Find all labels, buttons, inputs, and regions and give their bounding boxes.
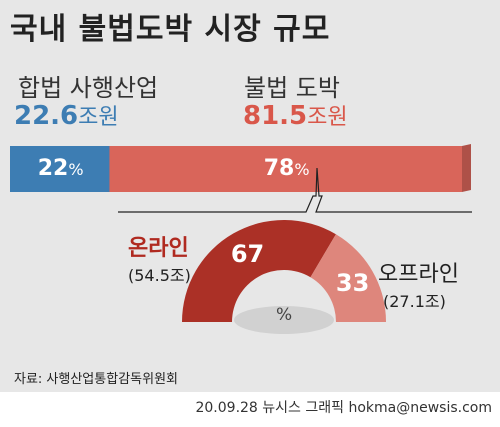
main-panel: 국내 불법도박 시장 규모 합법 사행산업 22.6조원 불법 도박 81.5조…: [0, 0, 500, 392]
bar-segment-illegal: [109, 146, 462, 192]
legal-unit: 조원: [78, 105, 119, 130]
illegal-market-label: 불법 도박: [244, 74, 340, 102]
donut-segment-online: [182, 220, 336, 322]
donut-segment-offline: [310, 234, 386, 322]
bar-side-face: [462, 144, 471, 192]
illegal-market-value: 81.5조원: [243, 99, 348, 131]
chart-canvas: [10, 144, 472, 334]
online-label: 온라인: [128, 236, 189, 261]
bar-pct-illegal: %: [294, 160, 310, 179]
bar-label-illegal: 78%: [264, 156, 310, 181]
credit-line: 20.09.28 뉴시스 그래픽 hokma@newsis.com: [195, 400, 492, 416]
connector-lines: [118, 167, 472, 213]
bar-value-illegal: 78: [263, 156, 295, 181]
half-donut-chart: [182, 220, 386, 334]
illegal-amount: 81.5: [243, 101, 308, 131]
illegal-unit: 조원: [307, 105, 348, 130]
stacked-bar-chart: [10, 144, 471, 192]
donut-percent-sign: %: [276, 305, 293, 325]
donut-inner-shadow: [234, 306, 334, 334]
legal-market-value: 22.6조원: [14, 99, 119, 131]
legal-amount: 22.6: [14, 101, 79, 131]
legal-market-label: 합법 사행산업: [18, 74, 159, 102]
bar-value-legal: 22: [37, 156, 69, 181]
offline-amount: (27.1조): [383, 292, 446, 311]
online-amount: (54.5조): [128, 266, 191, 285]
offline-label: 오프라인: [378, 262, 459, 287]
page-title: 국내 불법도박 시장 규모: [10, 12, 331, 47]
connector-line: [118, 167, 472, 213]
bar-label-legal: 22%: [38, 156, 84, 181]
donut-value-offline: 33: [335, 268, 370, 297]
donut-value-online: 67: [230, 240, 265, 269]
bar-pct-legal: %: [68, 160, 84, 179]
bar-segment-legal: [10, 146, 110, 192]
source-note: 자료: 사행산업통합감독위원회: [14, 372, 178, 387]
